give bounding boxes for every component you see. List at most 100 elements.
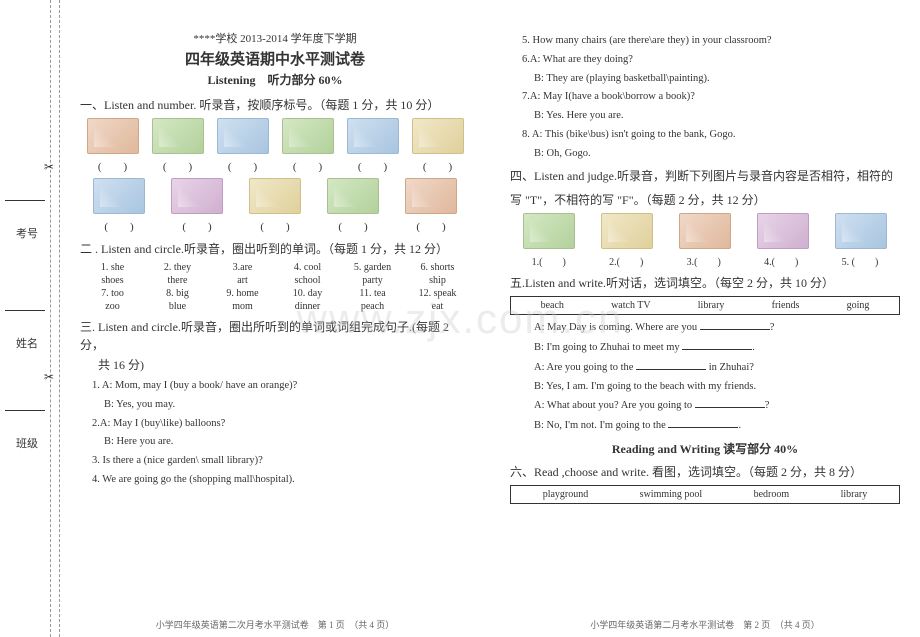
exercise-image [327, 178, 379, 214]
word-grid: 1. she 2. they 3.are 4. cool 5. garden 6… [80, 262, 470, 312]
blank-paren: ( ) [260, 218, 289, 234]
binding-line [5, 410, 45, 411]
word-cell: 6. shorts [405, 262, 470, 273]
word-cell: 1. she [80, 262, 145, 273]
scissor-icon: ✂ [44, 370, 54, 385]
word-cell: 8. big [145, 288, 210, 299]
question-line: 3. Is there a (nice garden\ small librar… [92, 453, 470, 469]
num-paren: 3.( ) [687, 253, 721, 268]
word-cell: ship [405, 275, 470, 286]
section6-title: 六、Read ,choose and write. 看图，选词填空。（每题 2 … [510, 463, 900, 481]
section3-title: 三. Listen and circle.听录音，圈出所听到的单词或词组完成句子… [80, 318, 470, 354]
word-cell: mom [210, 301, 275, 312]
question-line: 6.A: What are they doing? [522, 52, 900, 68]
q-text: B: I'm going to Zhuhai to meet my [534, 342, 682, 353]
exercise-image [523, 213, 575, 249]
question-line: B: No, I'm not. I'm going to the . [534, 417, 900, 434]
image-row-1 [80, 118, 470, 154]
blank-paren: ( ) [104, 218, 133, 234]
paren-row: ( ) ( ) ( ) ( ) ( ) ( ) [80, 158, 470, 174]
binding-label-name: 姓名 [12, 335, 42, 351]
pages-container: ****学校 2013-2014 学年度下学期 四年级英语期中水平测试卷 Lis… [60, 0, 920, 637]
word-cell: 7. too [80, 288, 145, 299]
scissor-icon: ✂ [44, 160, 54, 175]
q-text: A: Are you going to the [534, 362, 636, 373]
blank-paren: ( ) [163, 158, 192, 174]
word-cell: 3.are [210, 262, 275, 273]
word-cell: 4. cool [275, 262, 340, 273]
binding-margin: ✂ ✂ 考号 姓名 班级 [0, 0, 60, 637]
word-cell: eat [405, 301, 470, 312]
word-cell: blue [145, 301, 210, 312]
question-line: B: Yes, I am. I'm going to the beach wit… [534, 379, 900, 395]
num-paren: 4.( ) [764, 253, 798, 268]
exercise-image [93, 178, 145, 214]
question-line: A: What about you? Are you going to ? [534, 397, 900, 414]
blank-line [682, 339, 752, 350]
question-line: B: They are (playing basketball\painting… [534, 71, 900, 87]
question-line: B: I'm going to Zhuhai to meet my . [534, 339, 900, 356]
blank-paren: ( ) [228, 158, 257, 174]
bank-word: beach [541, 300, 564, 311]
binding-line [5, 200, 45, 201]
question-line: B: Yes. Here you are. [534, 108, 900, 124]
word-bank-2: playground swimming pool bedroom library [510, 485, 900, 504]
exercise-image [171, 178, 223, 214]
section4-title2: 写 "T"，不相符的写 "F"。（每题 2 分，共 12 分） [510, 191, 900, 209]
blank-paren: ( ) [416, 218, 445, 234]
word-cell: dinner [275, 301, 340, 312]
q-text: B: No, I'm not. I'm going to the [534, 420, 668, 431]
question-line: 5. How many chairs (are there\are they) … [522, 33, 900, 49]
num-paren: 2.( ) [609, 253, 643, 268]
exercise-image [835, 213, 887, 249]
word-bank: beach watch TV library friends going [510, 296, 900, 315]
question-line: B: Oh, Gogo. [534, 146, 900, 162]
section3-title2: 共 16 分) [98, 356, 470, 374]
image-row-3 [510, 213, 900, 249]
bank-word: bedroom [754, 489, 790, 500]
word-cell: 2. they [145, 262, 210, 273]
bank-word: watch TV [611, 300, 651, 311]
question-line: 1. A: Mom, may I (buy a book/ have an or… [92, 378, 470, 394]
blank-line [668, 417, 738, 428]
question-line: B: Yes, you may. [104, 397, 470, 413]
word-cell: 12. speak [405, 288, 470, 299]
page-footer: 小学四年级英语第二次月考水平测试卷 第 1 页 （共 4 页） [60, 618, 490, 631]
question-line: 8. A: This (bike\bus) isn't going to the… [522, 127, 900, 143]
blank-paren: ( ) [293, 158, 322, 174]
question-line: A: Are you going to the in Zhuhai? [534, 359, 900, 376]
question-line: 2.A: May I (buy\like) balloons? [92, 416, 470, 432]
exercise-image [249, 178, 301, 214]
blank-line [636, 359, 706, 370]
blank-line [700, 319, 770, 330]
word-cell: there [145, 275, 210, 286]
paren-row: ( ) ( ) ( ) ( ) ( ) [80, 218, 470, 234]
q-text: A: What about you? Are you going to [534, 400, 695, 411]
exercise-image [87, 118, 139, 154]
question-line: 4. We are going go the (shopping mall\ho… [92, 472, 470, 488]
bank-word: library [698, 300, 725, 311]
word-cell: shoes [80, 275, 145, 286]
word-cell: 10. day [275, 288, 340, 299]
binding-dashline [50, 0, 51, 637]
q-text: A: May Day is coming. Where are you [534, 322, 700, 333]
num-paren: 1.( ) [532, 253, 566, 268]
blank-paren: ( ) [98, 158, 127, 174]
question-line: 7.A: May I(have a book\borrow a book)? [522, 89, 900, 105]
exercise-image [601, 213, 653, 249]
bank-word: library [841, 489, 868, 500]
section5-title: 五.Listen and write.听对话，选词填空。（每空 2 分，共 10… [510, 274, 900, 292]
question-line: A: May Day is coming. Where are you ? [534, 319, 900, 336]
blank-paren: ( ) [338, 218, 367, 234]
blank-paren: ( ) [423, 158, 452, 174]
word-cell: school [275, 275, 340, 286]
section1-title: 一、Listen and number. 听录音，按顺序标号。（每题 1 分，共… [80, 96, 470, 114]
section4-title: 四、Listen and judge.听录音，判断下列图片与录音内容是否相符，相… [510, 167, 900, 185]
blank-paren: ( ) [182, 218, 211, 234]
reading-head: Reading and Writing 读写部分 40% [510, 440, 900, 457]
exercise-image [217, 118, 269, 154]
blank-line [695, 397, 765, 408]
bank-word: friends [772, 300, 800, 311]
word-cell: 11. tea [340, 288, 405, 299]
exam-header: ****学校 2013-2014 学年度下学期 四年级英语期中水平测试卷 Lis… [80, 30, 470, 88]
